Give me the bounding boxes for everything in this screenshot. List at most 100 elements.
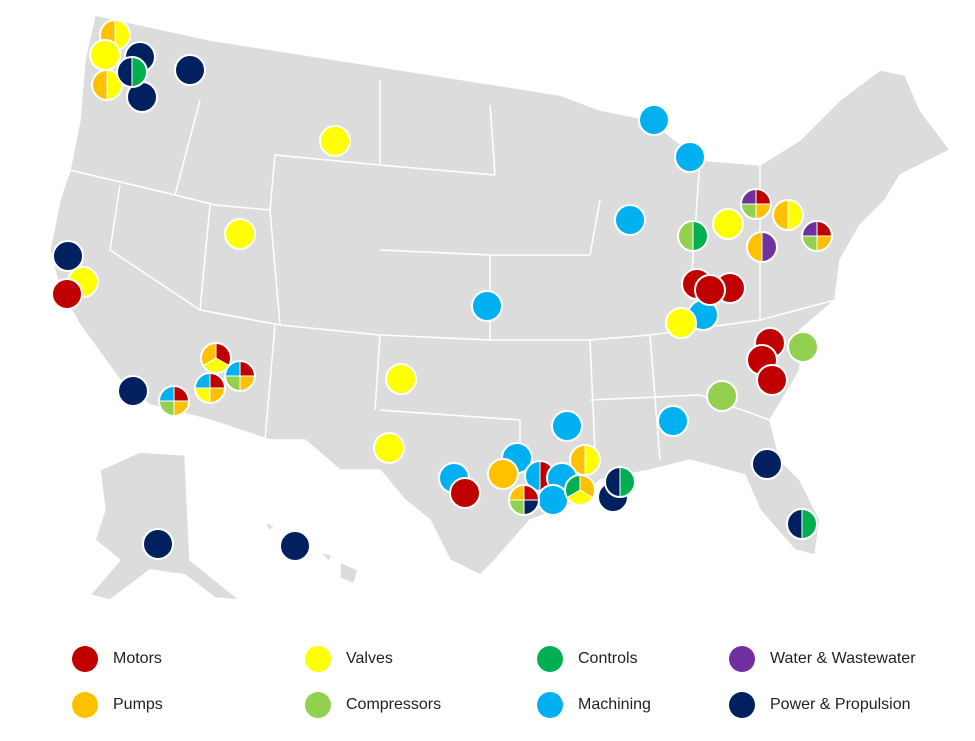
site-marker (224, 360, 256, 392)
marker-ring (740, 188, 772, 220)
marker-fill (666, 308, 696, 338)
site-marker (471, 290, 503, 322)
site-marker (740, 188, 772, 220)
marker-fill (675, 142, 705, 172)
hawaii (263, 520, 359, 586)
marker-ring (706, 380, 738, 412)
site-marker (158, 385, 190, 417)
legend-swatch (729, 646, 755, 672)
legend-swatch (729, 692, 755, 718)
legend-label: Motors (113, 650, 162, 667)
marker-ring (638, 104, 670, 136)
marker-ring (449, 477, 481, 509)
site-marker (449, 477, 481, 509)
marker-ring (551, 410, 583, 442)
marker-ring (746, 231, 778, 263)
site-marker (677, 220, 709, 252)
legend: Motors Pumps Valves Compressors Controls Mach… (72, 646, 916, 718)
marker-fill (695, 275, 725, 305)
site-marker (712, 208, 744, 240)
legend-label: Water & Wastewater (770, 650, 916, 667)
site-marker (694, 274, 726, 306)
marker-ring (52, 240, 84, 272)
marker-ring (751, 448, 783, 480)
site-marker (487, 458, 519, 490)
marker-fill (615, 205, 645, 235)
site-marker (116, 56, 148, 88)
marker-ring (756, 364, 788, 396)
legend-swatch (537, 692, 563, 718)
marker-fill (552, 411, 582, 441)
marker-ring (674, 141, 706, 173)
site-marker (200, 342, 232, 374)
legend-label: Machining (578, 696, 651, 713)
marker-ring (471, 290, 503, 322)
site-marker (551, 410, 583, 442)
marker-ring (91, 69, 123, 101)
site-marker (91, 69, 123, 101)
marker-fill (472, 291, 502, 321)
marker-ring (787, 331, 819, 363)
site-marker (756, 364, 788, 396)
marker-fill (374, 433, 404, 463)
markers (51, 19, 833, 562)
legend-label: Compressors (346, 696, 441, 713)
marker-fill (52, 279, 82, 309)
marker-ring (801, 220, 833, 252)
marker-ring (142, 528, 174, 560)
site-marker (373, 432, 405, 464)
marker-ring (677, 220, 709, 252)
site-marker (614, 204, 646, 236)
marker-fill (386, 364, 416, 394)
marker-ring (224, 360, 256, 392)
marker-ring (279, 530, 311, 562)
site-marker (751, 448, 783, 480)
marker-fill (225, 219, 255, 249)
site-marker (801, 220, 833, 252)
marker-fill (118, 376, 148, 406)
marker-fill (90, 40, 120, 70)
marker-ring (487, 458, 519, 490)
site-marker (787, 331, 819, 363)
site-marker (564, 474, 596, 506)
site-marker (746, 231, 778, 263)
site-marker (51, 278, 83, 310)
legend-swatch (72, 646, 98, 672)
marker-fill (639, 105, 669, 135)
marker-fill (538, 485, 568, 515)
marker-ring (117, 375, 149, 407)
legend-swatch (305, 692, 331, 718)
marker-ring (385, 363, 417, 395)
marker-ring (614, 204, 646, 236)
marker-ring (51, 278, 83, 310)
marker-ring (158, 385, 190, 417)
legend-label: Controls (578, 650, 638, 667)
site-marker (638, 104, 670, 136)
marker-ring (116, 56, 148, 88)
alaska (88, 451, 243, 601)
legend-swatch (537, 646, 563, 672)
marker-fill (280, 531, 310, 561)
marker-fill (488, 459, 518, 489)
site-marker (117, 375, 149, 407)
marker-fill (175, 55, 205, 85)
marker-fill (658, 406, 688, 436)
site-marker (657, 405, 689, 437)
marker-ring (772, 199, 804, 231)
marker-fill (127, 82, 157, 112)
legend-label: Pumps (113, 696, 163, 713)
legend-label: Power & Propulsion (770, 696, 911, 713)
marker-ring (564, 474, 596, 506)
marker-fill (320, 126, 350, 156)
legend-label: Valves (346, 650, 393, 667)
marker-ring (665, 307, 697, 339)
marker-ring (174, 54, 206, 86)
site-marker (319, 125, 351, 157)
marker-ring (508, 484, 540, 516)
marker-fill (752, 449, 782, 479)
marker-fill (53, 241, 83, 271)
marker-ring (373, 432, 405, 464)
legend-swatch (305, 646, 331, 672)
legend-swatch (72, 692, 98, 718)
